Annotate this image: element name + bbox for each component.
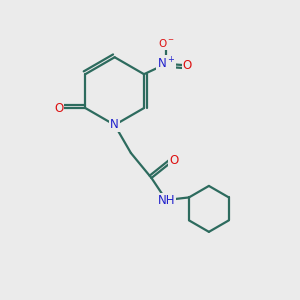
Text: O$^-$: O$^-$ <box>158 37 175 49</box>
Text: O: O <box>183 59 192 72</box>
Text: N$^+$: N$^+$ <box>157 56 175 71</box>
Text: N: N <box>110 118 119 131</box>
Text: NH: NH <box>158 194 175 207</box>
Text: O: O <box>169 154 178 167</box>
Text: O: O <box>54 101 64 115</box>
